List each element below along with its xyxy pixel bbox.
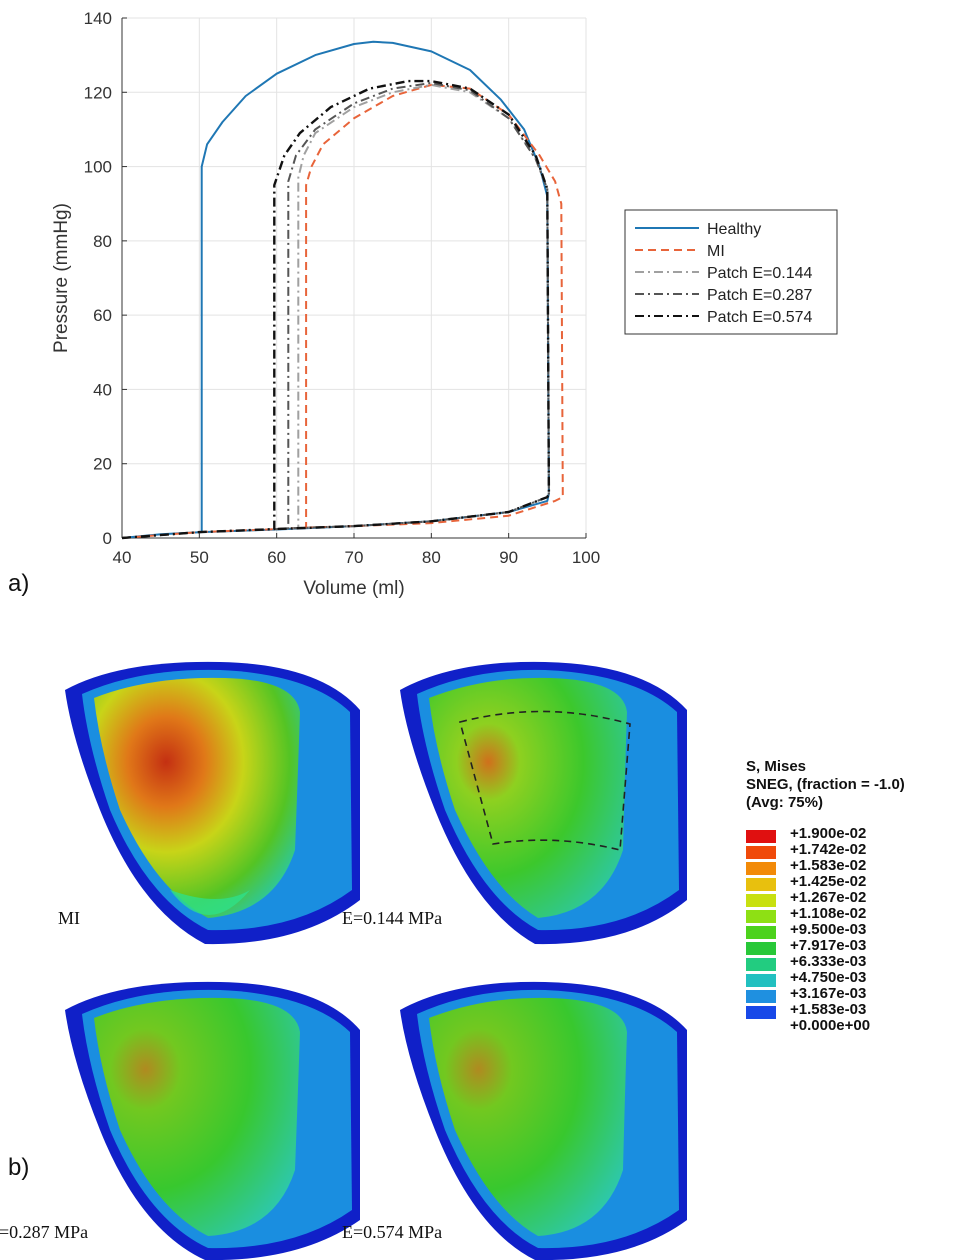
colorbar-swatch <box>746 942 776 955</box>
caption-mi: MI <box>58 908 80 928</box>
series-line-patch-e-0-574 <box>121 79 551 540</box>
colorbar-swatch <box>746 1006 776 1019</box>
y-tick-label: 20 <box>93 455 112 474</box>
x-tick-label: 50 <box>190 548 209 567</box>
colorbar-swatch <box>746 846 776 859</box>
colorbar-legend: S, Mises SNEG, (fraction = -1.0) (Avg: 7… <box>746 758 960 1034</box>
colorbar-row: +9.500e-03 <box>746 921 960 939</box>
colorbar-swatch <box>746 830 776 843</box>
colorbar-row: +1.742e-02 <box>746 841 960 859</box>
colorbar-label: +7.917e-03 <box>790 937 867 954</box>
heart-model-e0574 <box>400 981 687 1260</box>
y-tick-label: 80 <box>93 232 112 251</box>
y-tick-label: 0 <box>103 529 112 548</box>
colorbar-title-3: (Avg: 75%) <box>746 794 823 811</box>
y-tick-label: 120 <box>84 83 112 102</box>
legend-entry-patch-e-0-144: Patch E=0.144 <box>707 265 813 282</box>
colorbar-title-1: S, Mises <box>746 758 807 775</box>
colorbar-swatch <box>746 958 776 971</box>
series-line-mi <box>121 83 564 539</box>
x-tick-label: 60 <box>267 548 286 567</box>
panel-b-label: b) <box>8 1154 30 1181</box>
colorbar-label: +4.750e-03 <box>790 969 867 986</box>
colorbar-label: +1.425e-02 <box>790 873 867 890</box>
pressure-volume-chart: 40 50 60 70 80 90 100 0 20 40 60 80 100 120 140 Volume … <box>51 9 838 599</box>
series-line-patch-e-0-144 <box>121 83 550 539</box>
y-tick-label: 60 <box>93 306 112 325</box>
colorbar-label: +1.583e-02 <box>790 857 867 874</box>
colorbar-row: +1.583e-03 <box>746 1001 960 1019</box>
colorbar-label: +1.742e-02 <box>790 841 867 858</box>
colorbar-swatch <box>746 878 776 891</box>
x-tick-label: 70 <box>345 548 364 567</box>
colorbar-row: +0.000e+00 <box>746 1018 960 1034</box>
legend-entry-patch-e-0-574: Patch E=0.574 <box>707 309 813 326</box>
colorbar-swatch <box>746 990 776 1003</box>
colorbar-row: +4.750e-03 <box>746 969 960 987</box>
colorbar-row: +7.917e-03 <box>746 937 960 955</box>
y-tick-label: 100 <box>84 158 112 177</box>
x-tick-label: 40 <box>113 548 132 567</box>
colorbar-row: +6.333e-03 <box>746 953 960 971</box>
colorbar-row: +1.583e-02 <box>746 857 960 875</box>
caption-e0287: E=0.287 MPa <box>0 1222 89 1242</box>
colorbar-swatch <box>746 926 776 939</box>
heart-model-e0144 <box>400 661 687 945</box>
colorbar-label: +1.583e-03 <box>790 1001 867 1018</box>
caption-e0574: E=0.574 MPa <box>342 1222 443 1242</box>
legend-entry-patch-e-0-287: Patch E=0.287 <box>707 287 813 304</box>
legend-entry-mi: MI <box>707 243 725 260</box>
y-tick-label: 40 <box>93 380 112 399</box>
x-tick-label: 90 <box>499 548 518 567</box>
colorbar-label: +1.900e-02 <box>790 825 867 842</box>
x-tick-label: 80 <box>422 548 441 567</box>
colorbar-row: +1.267e-02 <box>746 889 960 907</box>
colorbar-swatch <box>746 862 776 875</box>
heart-model-e0287 <box>65 981 360 1260</box>
colorbar-label: +1.108e-02 <box>790 905 867 922</box>
colorbar-row: +1.108e-02 <box>746 905 960 923</box>
colorbar-label: +6.333e-03 <box>790 953 867 970</box>
colorbar-swatch <box>746 894 776 907</box>
colorbar-label: +3.167e-03 <box>790 985 867 1002</box>
colorbar-label: +0.000e+00 <box>790 1017 871 1034</box>
series-line-patch-e-0-287 <box>121 82 550 539</box>
caption-e0144: E=0.144 MPa <box>342 908 443 928</box>
legend: Healthy MI Patch E=0.144 Patch E=0.287 Patch… <box>624 209 838 335</box>
x-tick-label: 100 <box>572 548 600 567</box>
y-axis-label: Pressure (mmHg) <box>51 203 72 353</box>
x-axis-label: Volume (ml) <box>303 578 404 599</box>
plot-area: 40 50 60 70 80 90 100 0 20 40 60 80 100 120 140 Volume … <box>51 9 600 599</box>
colorbar-row: +1.425e-02 <box>746 873 960 891</box>
y-tick-label: 140 <box>84 9 112 28</box>
panel-a-label: a) <box>8 570 30 597</box>
colorbar-title-2: SNEG, (fraction = -1.0) <box>746 776 905 793</box>
colorbar-swatch <box>746 974 776 987</box>
colorbar-label: +1.267e-02 <box>790 889 867 906</box>
colorbar-label: +9.500e-03 <box>790 921 867 938</box>
colorbar-swatch <box>746 910 776 923</box>
heart-model-mi <box>65 661 360 945</box>
colorbar-row: +3.167e-03 <box>746 985 960 1003</box>
legend-entry-healthy: Healthy <box>707 221 761 238</box>
colorbar-row: +1.900e-02 <box>746 825 960 843</box>
